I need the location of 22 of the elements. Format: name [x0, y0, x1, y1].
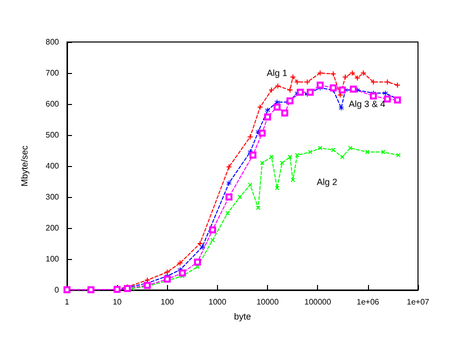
annotation: Alg 2: [316, 177, 338, 187]
x-tick-label: 1000: [208, 298, 227, 306]
x-tick-label: 1e+06: [356, 298, 380, 306]
y-tick-label: 400: [46, 162, 60, 170]
x-tick-label: 10: [112, 298, 122, 306]
y-tick-label: 700: [46, 68, 60, 78]
x-tick-label: 1e+07: [406, 298, 430, 306]
x-tick-label: 100000: [304, 298, 332, 306]
y-tick-label: 600: [46, 100, 60, 108]
x-tick-label: 100: [160, 298, 175, 306]
y-axis-title: Mbyte/sec: [20, 144, 30, 187]
y-tick-label: 300: [46, 192, 60, 202]
annotation: Alg 1: [266, 68, 288, 78]
y-tick-label: 200: [46, 224, 60, 232]
y-tick-label: 800: [46, 38, 60, 46]
x-axis-title: byte: [234, 312, 252, 322]
y-tick-label: 500: [46, 130, 60, 140]
x-tick-label: 1: [64, 298, 70, 306]
x-tick-label: 10000: [256, 298, 280, 306]
y-tick-label: 0: [54, 286, 60, 294]
annotation: Alg 3 & 4: [348, 99, 386, 109]
y-tick-label: 100: [46, 254, 60, 264]
